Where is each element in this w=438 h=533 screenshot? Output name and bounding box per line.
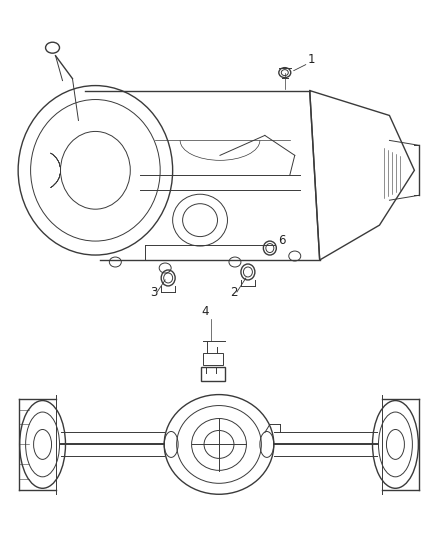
Text: 4: 4 — [201, 305, 208, 318]
Bar — [203, 353, 223, 365]
Text: 6: 6 — [278, 234, 285, 247]
Text: 2: 2 — [230, 286, 237, 299]
Text: 1: 1 — [308, 53, 315, 66]
Bar — [201, 367, 225, 381]
Text: 3: 3 — [150, 286, 158, 299]
